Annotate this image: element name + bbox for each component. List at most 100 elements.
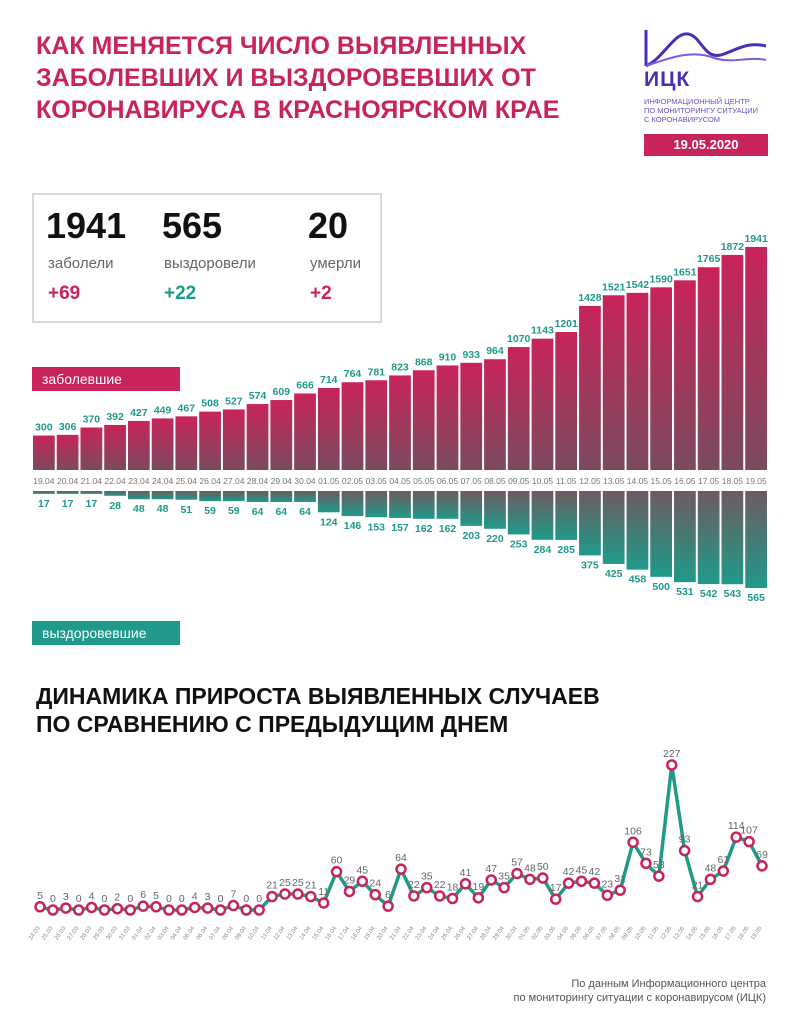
x-tick-label: 25.03 — [41, 925, 55, 941]
x-tick-label: 08.04 — [222, 925, 236, 941]
bar-value-label: 64 — [252, 506, 264, 518]
x-tick-label: 06.05 — [437, 476, 459, 486]
bar-value-label: 458 — [629, 574, 647, 586]
bar-value-label: 59 — [228, 505, 240, 517]
bar-recovered — [127, 491, 150, 500]
line-point — [150, 901, 162, 913]
point-value-label: 24 — [369, 878, 381, 890]
bar-recovered — [151, 491, 174, 500]
line-point — [305, 890, 317, 903]
line-point — [369, 888, 381, 901]
line-point — [421, 881, 433, 894]
x-tick-label: 14.05 — [686, 925, 700, 941]
bar-recovered — [460, 491, 483, 526]
x-tick-label: 08.05 — [484, 476, 506, 486]
bar-value-label: 375 — [581, 559, 599, 571]
line-point — [575, 875, 588, 888]
bar-sick — [127, 420, 150, 470]
bar-value-label: 714 — [320, 374, 338, 386]
bar-value-label: 425 — [605, 568, 623, 580]
bar-recovered — [745, 491, 767, 588]
point-value-label: 35 — [421, 871, 433, 883]
point-value-label: 0 — [50, 893, 56, 905]
line-point — [601, 889, 614, 902]
point-value-label: 4 — [192, 890, 198, 902]
x-tick-label: 30.04 — [294, 476, 316, 486]
bar-sick — [222, 409, 245, 470]
x-tick-label: 08.05 — [608, 925, 622, 941]
x-tick-label: 05.05 — [570, 925, 584, 941]
bar-value-label: 220 — [486, 533, 504, 545]
line-point — [240, 904, 253, 916]
x-tick-label: 26.04 — [199, 476, 221, 486]
x-tick-label: 27.04 — [223, 476, 245, 486]
bar-value-label: 48 — [133, 503, 145, 515]
x-tick-label: 23.04 — [128, 476, 150, 486]
point-value-label: 61 — [717, 854, 729, 866]
bar-value-label: 1428 — [578, 292, 602, 304]
bar-recovered — [175, 491, 198, 500]
stat-value: 565 — [162, 205, 223, 246]
bar-value-label: 64 — [275, 506, 287, 518]
point-value-label: 0 — [76, 893, 82, 905]
point-value-label: 6 — [140, 889, 146, 901]
bar-sick — [294, 393, 316, 470]
bar-sick — [507, 347, 530, 470]
logo: ИЦК ИНФОРМАЦИОННЫЙ ЦЕНТР ПО МОНИТОРИНГУ … — [644, 28, 770, 124]
line-point — [395, 863, 407, 875]
point-value-label: 48 — [524, 862, 536, 874]
bar-recovered — [697, 491, 720, 585]
bar-sick — [33, 435, 55, 470]
point-value-label: 21 — [692, 880, 704, 892]
x-tick-label: 26.04 — [454, 925, 468, 941]
bar-recovered — [365, 491, 388, 518]
bar-sick — [56, 434, 79, 470]
point-value-label: 29 — [344, 874, 356, 886]
bar-value-label: 1765 — [697, 253, 721, 265]
source-note: По данным Информационного центра по мони… — [514, 977, 766, 1005]
x-tick-label: 29.04 — [271, 476, 293, 486]
x-tick-label: 28.04 — [479, 925, 493, 941]
point-value-label: 21 — [305, 880, 317, 892]
x-tick-label: 24.04 — [428, 925, 442, 941]
bar-sick — [579, 305, 601, 470]
stat-delta: +2 — [310, 283, 332, 304]
logo-wave-icon — [644, 30, 767, 68]
bar-value-label: 146 — [344, 520, 362, 532]
bar-sick — [270, 400, 293, 470]
stat-label: заболели — [48, 255, 114, 272]
x-tick-label: 10.05 — [532, 476, 554, 486]
bar-value-label: 1521 — [602, 281, 626, 293]
line-point — [176, 904, 188, 916]
point-value-label: 18 — [447, 882, 459, 894]
line-point — [98, 904, 111, 916]
chart-subtitle: ДИНАМИКА ПРИРОСТА ВЫЯВЛЕННЫХ СЛУЧАЕВ ПО … — [36, 682, 600, 738]
point-value-label: 2 — [114, 892, 120, 904]
point-value-label: 227 — [663, 748, 681, 760]
bar-sick — [602, 295, 625, 470]
x-tick-label: 20.04 — [57, 476, 79, 486]
line-point — [666, 759, 678, 771]
bar-value-label: 508 — [201, 398, 219, 410]
line-point — [588, 877, 601, 889]
point-value-label: 22 — [408, 879, 420, 891]
bar-value-label: 48 — [157, 503, 169, 515]
bar-recovered — [80, 491, 103, 494]
point-value-label: 25 — [292, 877, 304, 889]
line-series — [39, 763, 764, 912]
x-tick-label: 07.05 — [595, 925, 609, 941]
bar-value-label: 823 — [391, 361, 409, 373]
x-tick-label: 14.05 — [627, 476, 649, 486]
x-tick-label: 17.05 — [724, 925, 738, 941]
bar-recovered — [721, 491, 744, 585]
point-value-label: 57 — [511, 857, 523, 869]
point-value-label: 21 — [266, 880, 278, 892]
line-point — [201, 902, 214, 914]
bar-value-label: 933 — [462, 349, 480, 361]
subtitle-line: ДИНАМИКА ПРИРОСТА ВЫЯВЛЕННЫХ СЛУЧАЕВ — [36, 683, 600, 709]
point-value-label: 3 — [63, 891, 69, 903]
bar-sick — [460, 362, 483, 470]
x-tick-label: 03.05 — [544, 925, 558, 941]
point-value-label: 0 — [127, 893, 133, 905]
line-point — [562, 877, 575, 889]
